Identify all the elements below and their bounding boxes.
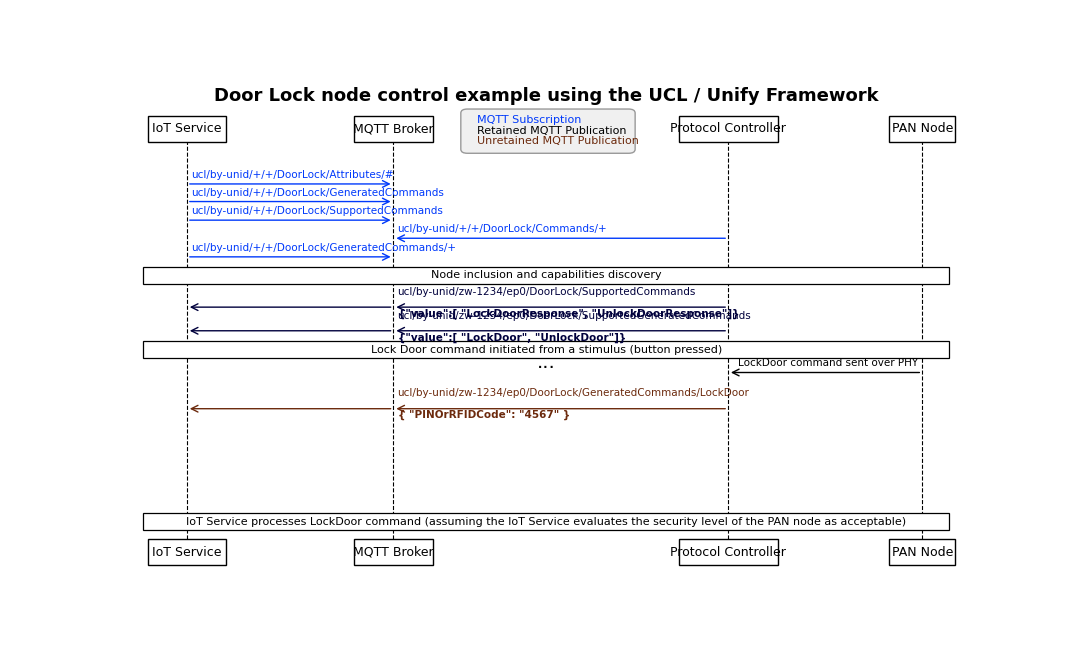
Text: ucl/by-unid/+/+/DoorLock/GeneratedCommands: ucl/by-unid/+/+/DoorLock/GeneratedComman… <box>191 187 443 197</box>
Text: ucl/by-unid/zw-1234/ep0/DoorLock/SupportedGeneratedCommands: ucl/by-unid/zw-1234/ep0/DoorLock/Support… <box>398 311 752 321</box>
Text: Node inclusion and capabilities discovery: Node inclusion and capabilities discover… <box>431 270 662 280</box>
Text: PAN Node: PAN Node <box>891 122 953 135</box>
Text: ...: ... <box>537 353 555 372</box>
Text: Retained MQTT Publication: Retained MQTT Publication <box>478 125 627 136</box>
Text: ucl/by-unid/+/+/DoorLock/GeneratedCommands/+: ucl/by-unid/+/+/DoorLock/GeneratedComman… <box>191 243 456 253</box>
Bar <box>143 513 950 530</box>
Text: { "PINOrRFIDCode": "4567" }: { "PINOrRFIDCode": "4567" } <box>398 410 570 421</box>
Text: Lock Door command initiated from a stimulus (button pressed): Lock Door command initiated from a stimu… <box>371 345 722 355</box>
Text: Door Lock node control example using the UCL / Unify Framework: Door Lock node control example using the… <box>214 87 878 105</box>
Text: ucl/by-unid/+/+/DoorLock/SupportedCommands: ucl/by-unid/+/+/DoorLock/SupportedComman… <box>191 206 443 216</box>
Bar <box>678 116 777 142</box>
Bar <box>889 539 955 565</box>
Bar <box>354 116 433 142</box>
Text: IoT Service processes LockDoor command (assuming the IoT Service evaluates the s: IoT Service processes LockDoor command (… <box>187 517 906 527</box>
Text: MQTT Broker: MQTT Broker <box>353 545 434 558</box>
Text: {"value":[ "LockDoor", "UnlockDoor"]}: {"value":[ "LockDoor", "UnlockDoor"]} <box>398 332 626 343</box>
Text: ucl/by-unid/+/+/DoorLock/Attributes/#: ucl/by-unid/+/+/DoorLock/Attributes/# <box>191 170 393 180</box>
Text: MQTT Subscription: MQTT Subscription <box>478 116 582 125</box>
Text: ucl/by-unid/zw-1234/ep0/DoorLock/SupportedCommands: ucl/by-unid/zw-1234/ep0/DoorLock/Support… <box>398 287 696 297</box>
Text: LockDoor command sent over PHY: LockDoor command sent over PHY <box>738 358 918 368</box>
Bar <box>678 539 777 565</box>
Bar <box>143 267 950 284</box>
FancyBboxPatch shape <box>461 109 635 153</box>
Bar <box>148 116 226 142</box>
Text: Protocol Controller: Protocol Controller <box>671 122 786 135</box>
Text: IoT Service: IoT Service <box>152 122 222 135</box>
Text: PAN Node: PAN Node <box>891 545 953 558</box>
Text: Unretained MQTT Publication: Unretained MQTT Publication <box>478 136 640 146</box>
Text: MQTT Broker: MQTT Broker <box>353 122 434 135</box>
Bar <box>354 539 433 565</box>
Text: {"value":[ "LockDoorResponse", "UnlockDoorResponse"]}: {"value":[ "LockDoorResponse", "UnlockDo… <box>398 309 739 319</box>
Text: IoT Service: IoT Service <box>152 545 222 558</box>
Text: Protocol Controller: Protocol Controller <box>671 545 786 558</box>
Bar <box>148 539 226 565</box>
Text: ucl/by-unid/zw-1234/ep0/DoorLock/GeneratedCommands/LockDoor: ucl/by-unid/zw-1234/ep0/DoorLock/Generat… <box>398 388 749 398</box>
Bar <box>143 342 950 358</box>
Bar <box>889 116 955 142</box>
Text: ucl/by-unid/+/+/DoorLock/Commands/+: ucl/by-unid/+/+/DoorLock/Commands/+ <box>398 224 608 234</box>
